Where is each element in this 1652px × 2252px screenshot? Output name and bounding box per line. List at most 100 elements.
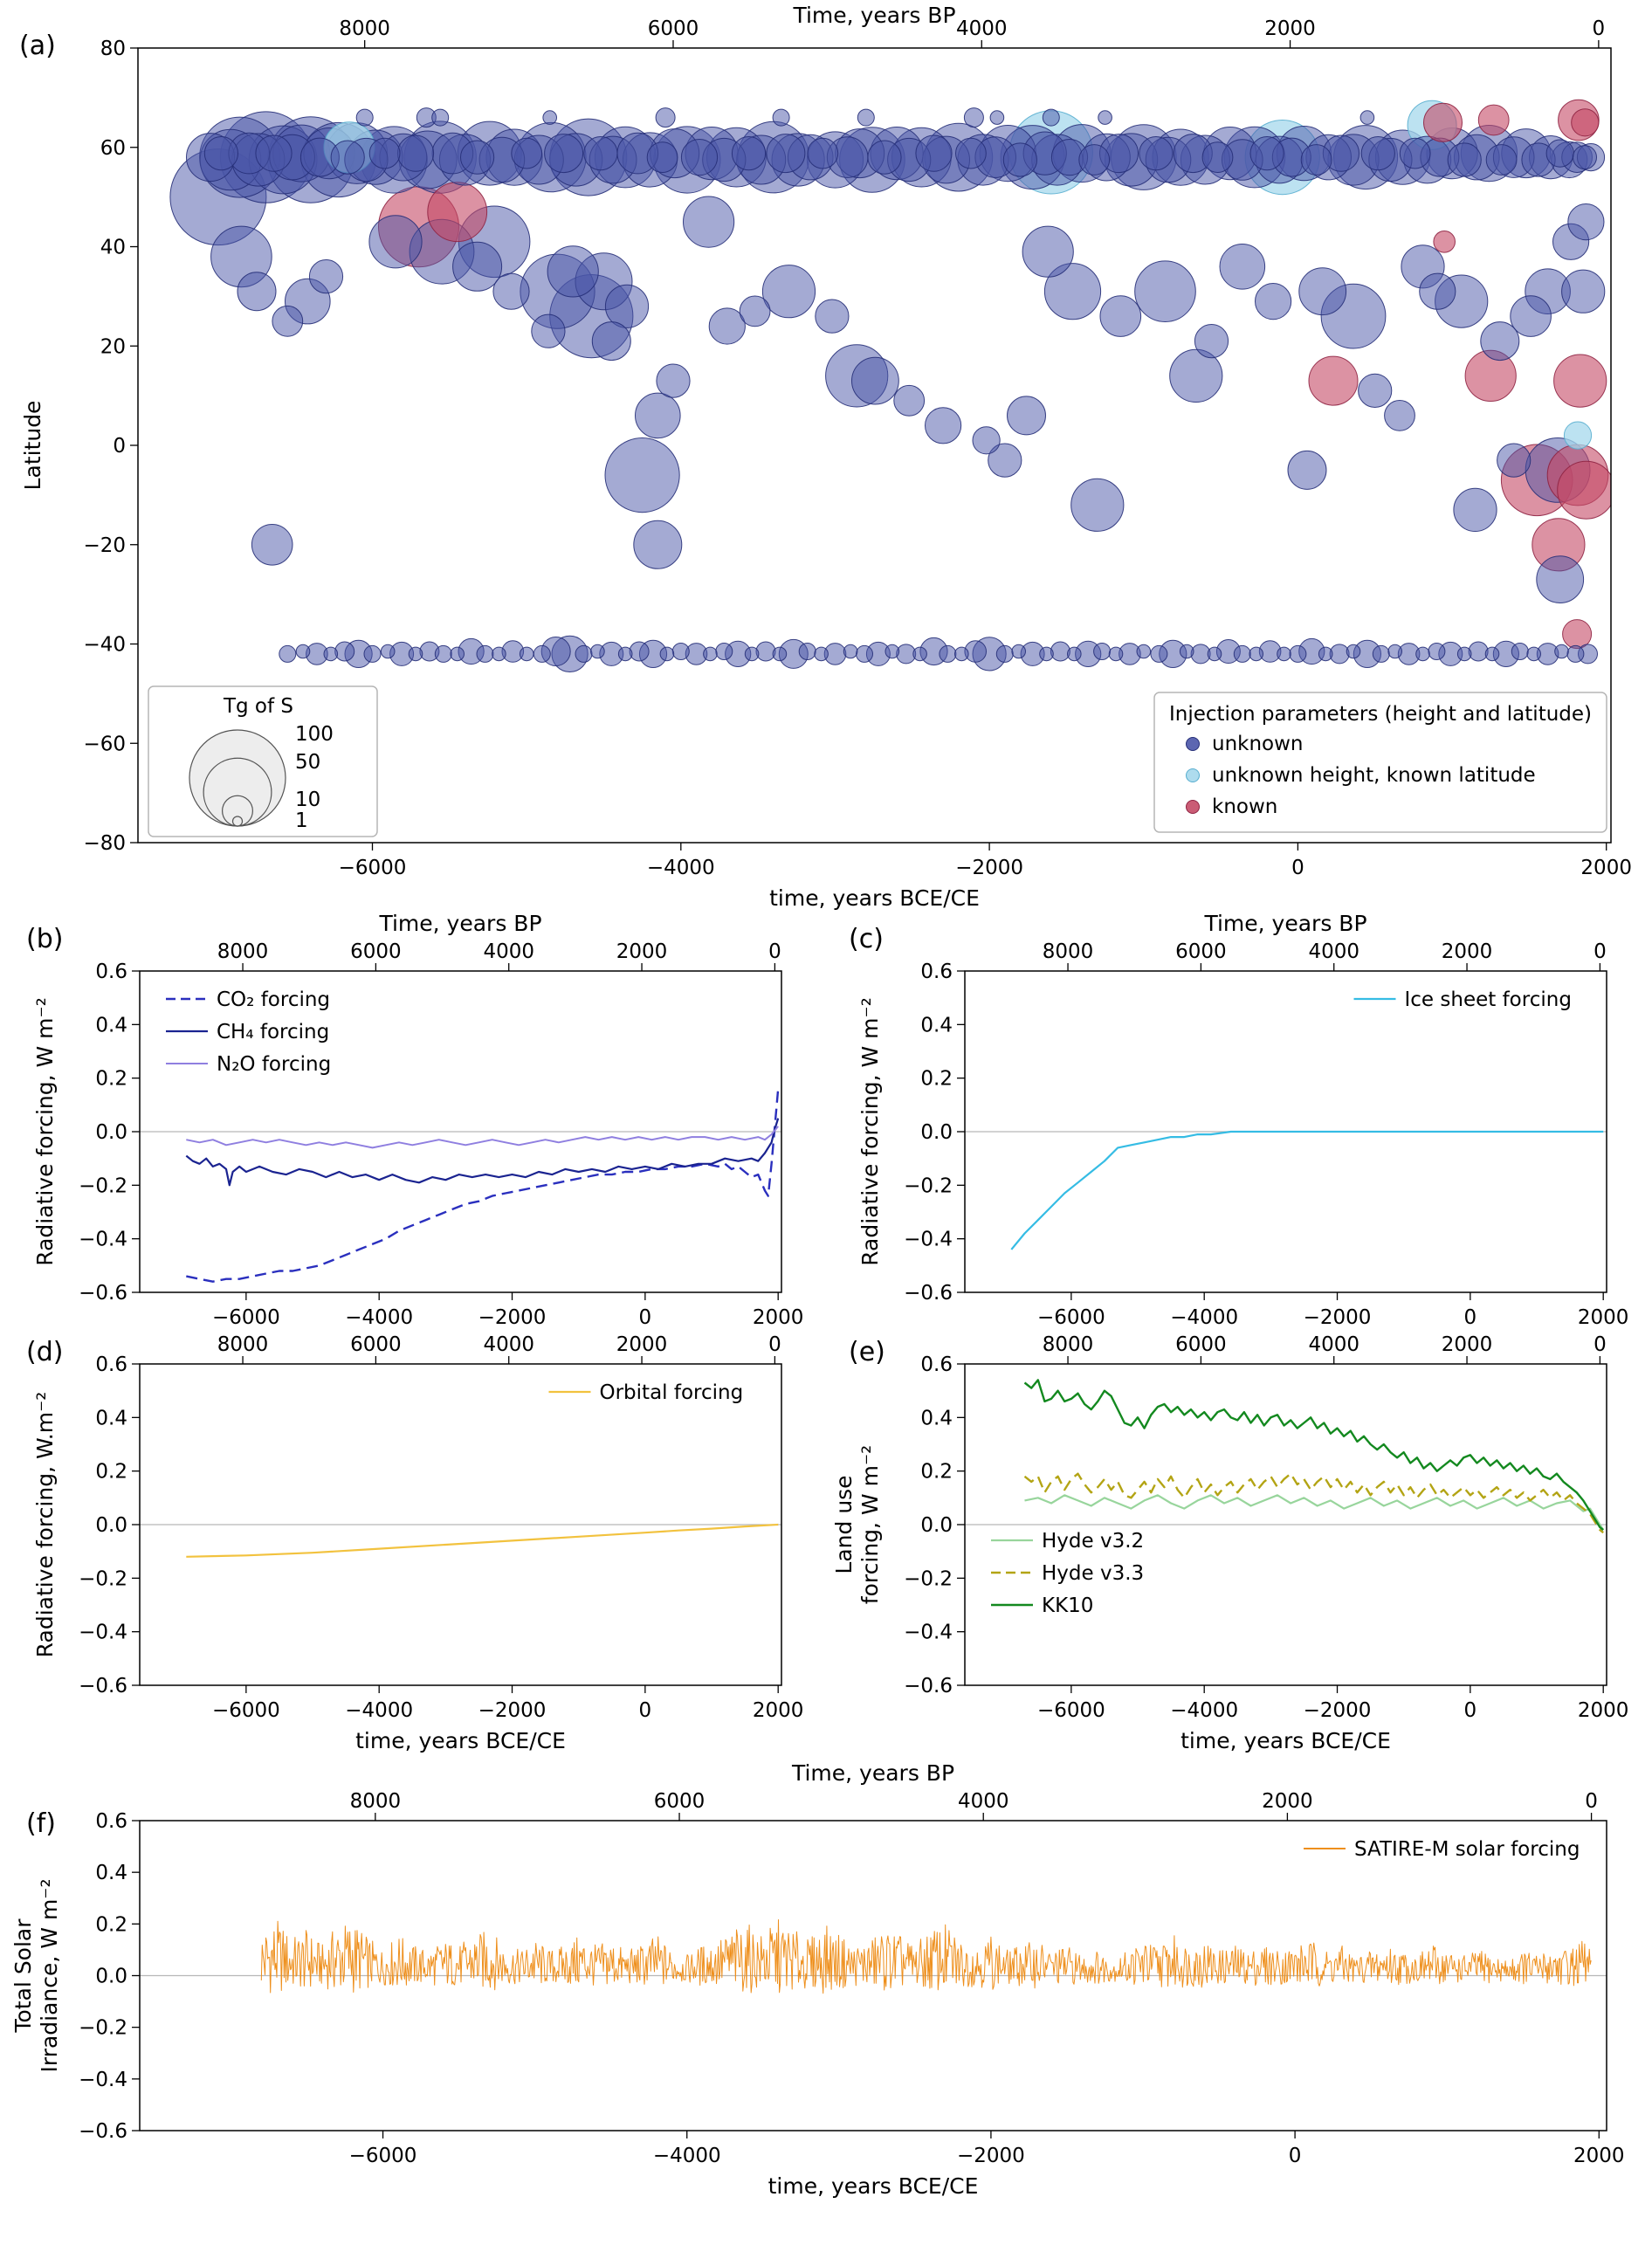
injection-bubble (323, 646, 339, 662)
injection-bubble (1399, 137, 1431, 169)
series-line (186, 1088, 780, 1283)
x-top-tick-label: 2000 (616, 940, 668, 963)
x-axis-title: time, years BCE/CE (768, 2173, 979, 2199)
injection-bubble (330, 140, 365, 175)
y-tick-label: −20 (83, 534, 126, 557)
injection-bubble (1098, 110, 1112, 125)
y-tick-label: 0.2 (920, 1461, 953, 1484)
legend-e: Hyde v3.2 Hyde v3.3 KK10 (991, 1530, 1144, 1617)
y-tick-label: 0.2 (920, 1068, 953, 1091)
x-tick-label: −2000 (478, 1306, 547, 1329)
injection-bubble (575, 644, 593, 663)
series-line (1024, 1494, 1605, 1531)
y-tick-label: 0.6 (920, 1353, 953, 1376)
injection-bubble (1360, 136, 1395, 171)
y-axis-title: Radiative forcing, W.m⁻² (32, 1392, 58, 1658)
injection-bubble (533, 644, 551, 663)
y-tick-label: 0.2 (95, 1913, 127, 1936)
injection-bubble (1207, 646, 1222, 662)
injection-bubble (591, 321, 631, 362)
panel-d: −6000 −4000 −2000 0 2000 8000 6000 4000 2000 0 −0.… (32, 1333, 803, 1753)
x-top-tick-label: 2000 (1442, 1333, 1493, 1356)
y-tick-label: 20 (100, 335, 126, 358)
injection-bubble (1358, 373, 1393, 408)
y-tick-label: −0.6 (79, 1282, 127, 1305)
size-legend-value: 1 (295, 809, 308, 832)
x-top-tick-label: 2000 (1442, 940, 1493, 963)
y-axis-title: Total Solar (10, 1918, 36, 2034)
legend-label: CH₄ forcing (217, 1021, 329, 1043)
y-tick-label: −0.4 (79, 1622, 127, 1644)
injection-bubble (1571, 108, 1600, 137)
legend-label: KK10 (1042, 1594, 1093, 1617)
injection-bubble (635, 392, 681, 439)
y-tick-label: 0.2 (95, 1461, 127, 1484)
x-top-tick-label: 4000 (483, 1333, 534, 1356)
injection-bubble (1428, 643, 1446, 660)
injection-bubble (857, 108, 875, 127)
series-line (186, 1523, 779, 1558)
x-tick-label: −6000 (1037, 1699, 1105, 1722)
injection-bubble (1346, 644, 1361, 659)
injection-bubble (1249, 646, 1263, 662)
y-tick-label: −0.4 (79, 2069, 127, 2091)
injection-bubble (1484, 646, 1500, 662)
injection-bubble (408, 646, 423, 662)
size-legend-title: Tg of S (223, 695, 293, 718)
injection-bubble (972, 426, 1001, 455)
panel-f: −6000 −4000 −2000 0 2000 8000 6000 4000 2000 0 −0.… (10, 1760, 1625, 2199)
top-axis-title: Time, years BP (792, 3, 955, 28)
category-legend-box (1153, 692, 1607, 833)
y-axis-title: Radiative forcing, W m⁻² (857, 997, 883, 1266)
x-top-tick-label: 0 (1593, 940, 1607, 963)
x-top-tick-label: 0 (1585, 1790, 1598, 1813)
injection-bubble (1480, 321, 1520, 362)
x-top-tick-label: 6000 (350, 1333, 402, 1356)
injection-bubble (1415, 646, 1430, 662)
injection-bubble (295, 644, 311, 659)
injection-bubble (1300, 144, 1332, 176)
injection-bubble (1566, 644, 1585, 663)
injection-bubble (988, 443, 1022, 478)
injection-bubble (1093, 643, 1112, 660)
y-tick-label: 0.0 (95, 1121, 127, 1144)
injection-bubble (1134, 260, 1196, 323)
x-tick-label: 2000 (1573, 2145, 1625, 2167)
injection-bubble (1510, 295, 1552, 337)
injection-bubble (452, 241, 503, 292)
injection-bubble (683, 196, 735, 248)
injection-bubble (1067, 646, 1082, 662)
injection-bubble (1233, 644, 1251, 663)
injection-bubble (1099, 295, 1142, 337)
legend-c: Ice sheet forcing (1353, 988, 1572, 1011)
plot-area-c (965, 1130, 1607, 1250)
injection-bubble (755, 641, 776, 662)
injection-bubble (1043, 263, 1102, 320)
injection-bubble (363, 644, 382, 663)
x-tick-label: 0 (1464, 1699, 1477, 1722)
injection-bubble (1468, 641, 1489, 662)
y-tick-label: 0.4 (95, 1407, 127, 1429)
y-axis-title: forcing, W m⁻² (857, 1445, 883, 1604)
injection-bubble (542, 110, 558, 125)
panel-d-letter: (d) (26, 1337, 63, 1367)
x-top-tick-label: 8000 (1043, 940, 1094, 963)
x-tick-label: 0 (1291, 857, 1304, 879)
injection-bubble (1447, 142, 1482, 177)
injection-bubble (1070, 478, 1125, 532)
y-tick-label: 0.6 (95, 961, 127, 983)
panel-c: −6000 −4000 −2000 0 2000 8000 6000 4000 2000 0 −0.… (857, 911, 1628, 1329)
injection-bubble (731, 136, 767, 171)
category-legend-marker (1186, 737, 1200, 751)
injection-bubble (798, 643, 816, 660)
y-tick-label: −0.2 (79, 1174, 127, 1197)
x-tick-label: −2000 (1304, 1699, 1372, 1722)
injection-bubble (1287, 450, 1327, 490)
injection-bubble (511, 137, 543, 169)
injection-bubble (1573, 145, 1597, 170)
injection-bubble (544, 134, 584, 174)
plot-area-b (140, 1088, 781, 1283)
panel-e-letter: (e) (849, 1337, 885, 1367)
injection-bubble (1179, 644, 1194, 659)
